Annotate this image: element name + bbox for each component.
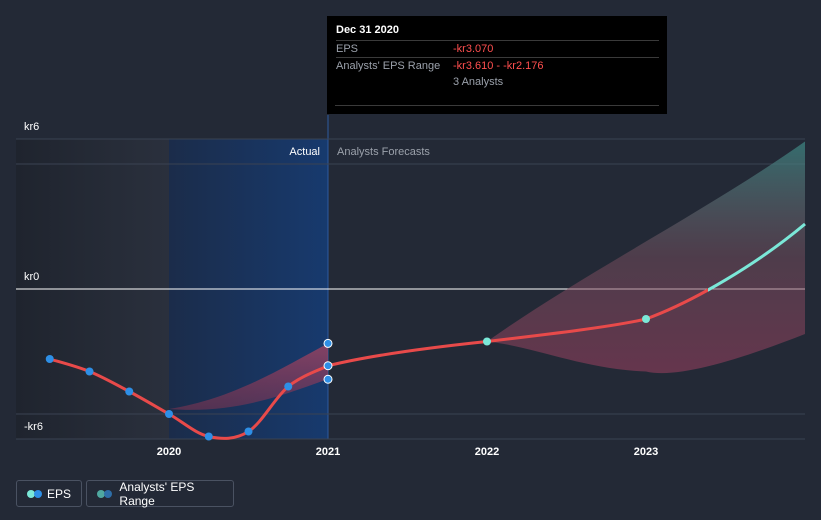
tooltip-eps-label: EPS	[336, 43, 359, 55]
actual-label: Actual	[289, 146, 320, 158]
eps-point	[244, 427, 253, 436]
legend: EPS Analysts' EPS Range	[16, 479, 234, 508]
x-tick-label: 2022	[475, 446, 499, 458]
tooltip-range-label: Analysts' EPS Range	[336, 60, 441, 72]
tooltip-eps-value: -kr3.070	[453, 43, 494, 55]
past-range-band	[169, 343, 328, 410]
range-point	[323, 338, 333, 348]
legend-range-label: Analysts' EPS Range	[119, 479, 195, 508]
tooltip-divider	[335, 105, 659, 106]
legend-range-button[interactable]: Analysts' EPS Range	[86, 479, 234, 508]
x-tick-label: 2020	[157, 446, 181, 458]
eps-point	[323, 361, 333, 371]
y-tick-label: kr6	[24, 121, 39, 133]
tooltip-range-row: Analysts' EPS Range -kr3.610 - -kr2.176	[336, 57, 659, 74]
eps-point	[165, 410, 173, 418]
tooltip: Dec 31 2020 EPS -kr3.070 Analysts' EPS R…	[327, 16, 667, 114]
eps-forecast-line	[327, 288, 708, 368]
tooltip-eps-row: EPS -kr3.070	[336, 40, 659, 57]
tooltip-range-value: -kr3.610 - -kr2.176	[453, 60, 544, 72]
x-tick-label: 2023	[634, 446, 658, 458]
eps-point	[125, 387, 134, 396]
legend-eps-label: EPS	[46, 486, 71, 501]
eps-point	[284, 382, 293, 391]
forecast-range-band	[487, 141, 805, 374]
forecast-label: Analysts Forecasts	[337, 146, 430, 158]
eps-point	[45, 355, 54, 363]
tooltip-analysts-row: 3 Analysts	[336, 74, 659, 90]
eps-point	[85, 367, 94, 376]
eps-legend-icon	[27, 489, 42, 499]
range-point	[323, 374, 333, 384]
y-tick-label: -kr6	[24, 421, 43, 433]
forecast-point	[642, 315, 650, 323]
range-legend-icon	[97, 489, 113, 499]
forecast-point	[483, 337, 491, 346]
y-tick-label: kr0	[24, 271, 39, 283]
tooltip-date: Dec 31 2020	[336, 24, 399, 36]
tooltip-analysts-count: 3 Analysts	[453, 76, 504, 88]
eps-forecast-line-positive	[708, 222, 806, 292]
x-tick-label: 2021	[316, 446, 340, 458]
legend-eps-button[interactable]: EPS	[16, 480, 82, 507]
eps-point	[204, 432, 213, 441]
